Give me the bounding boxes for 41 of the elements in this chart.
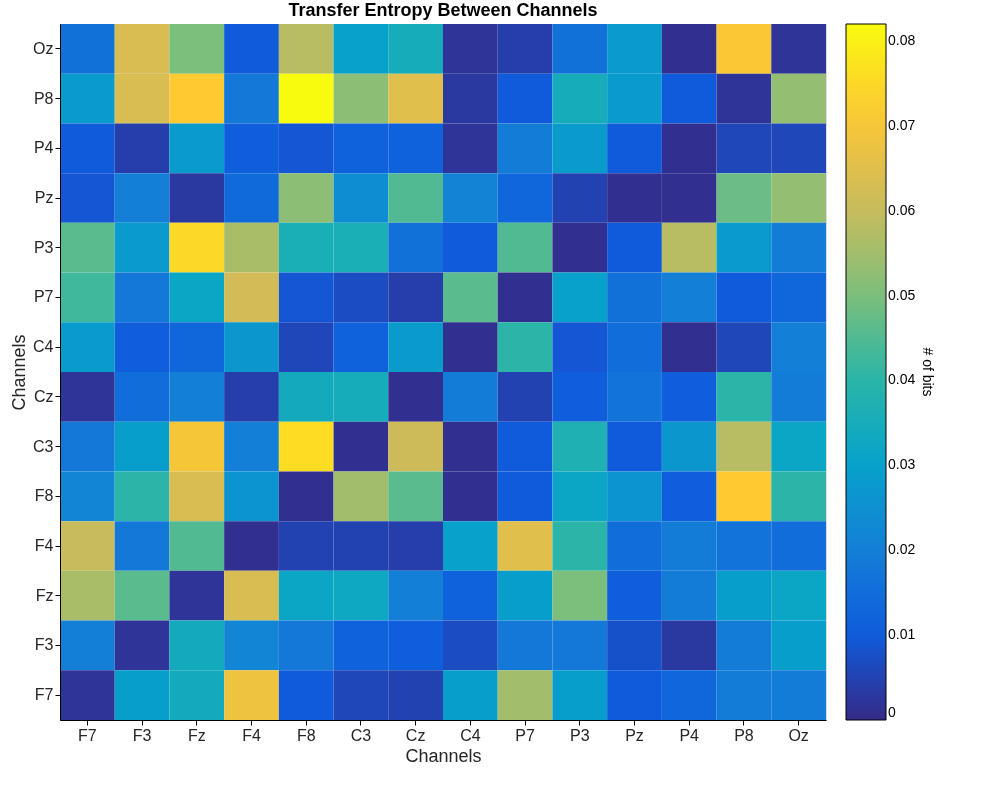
x-tick-label: F7 (78, 726, 97, 744)
color-bar-label: 0.06 (888, 201, 916, 218)
color-bar-title: # of bits (920, 347, 936, 397)
x-tick-label: F3 (132, 726, 152, 744)
y-tick-label: Oz (33, 39, 54, 57)
color-bar-label: 0 (888, 704, 896, 720)
x-tick-label: P3 (570, 726, 590, 744)
color-bar-label: 0.03 (888, 456, 916, 473)
y-tick-label: P4 (33, 139, 54, 157)
chart-title: Transfer Entropy Between Channels (288, 0, 598, 20)
x-axis-title: Channels (405, 745, 482, 766)
y-tick-label: Cz (33, 387, 54, 405)
x-tick-label: F8 (296, 726, 316, 744)
y-tick-label: F4 (34, 537, 54, 554)
y-tick-label: Pz (34, 189, 54, 206)
x-tick-label: F4 (242, 726, 261, 744)
y-tick-label: F7 (34, 686, 54, 704)
color-bar-label: 0.01 (888, 626, 916, 643)
color-bar-label: 0.05 (888, 286, 916, 303)
y-tick-label: Fz (35, 586, 54, 604)
y-tick-label: P7 (33, 288, 54, 306)
y-tick-label: C3 (33, 437, 54, 455)
x-tick-label: C4 (460, 726, 481, 744)
y-tick-label: C4 (33, 338, 54, 356)
x-tick-label: Pz (625, 726, 644, 744)
color-bar-label: 0.04 (888, 371, 916, 388)
x-tick-label: Fz (187, 726, 206, 744)
color-bar-label: 0.07 (888, 116, 916, 133)
y-tick-label: F8 (34, 487, 54, 505)
y-tick-label: F3 (34, 636, 54, 654)
color-bar-label: 0.02 (888, 541, 916, 558)
x-tick-label: P4 (679, 726, 700, 744)
x-tick-label: C3 (350, 726, 372, 744)
y-tick-label: P8 (33, 89, 54, 107)
x-tick-label: P8 (734, 726, 754, 744)
color-bar-label: 0.08 (888, 31, 916, 48)
y-axis-title: Channels (9, 334, 30, 411)
x-tick-label: Oz (788, 726, 809, 744)
x-tick-label: Cz (405, 726, 426, 744)
y-tick-label: P3 (33, 238, 54, 256)
x-tick-label: P7 (515, 726, 535, 744)
